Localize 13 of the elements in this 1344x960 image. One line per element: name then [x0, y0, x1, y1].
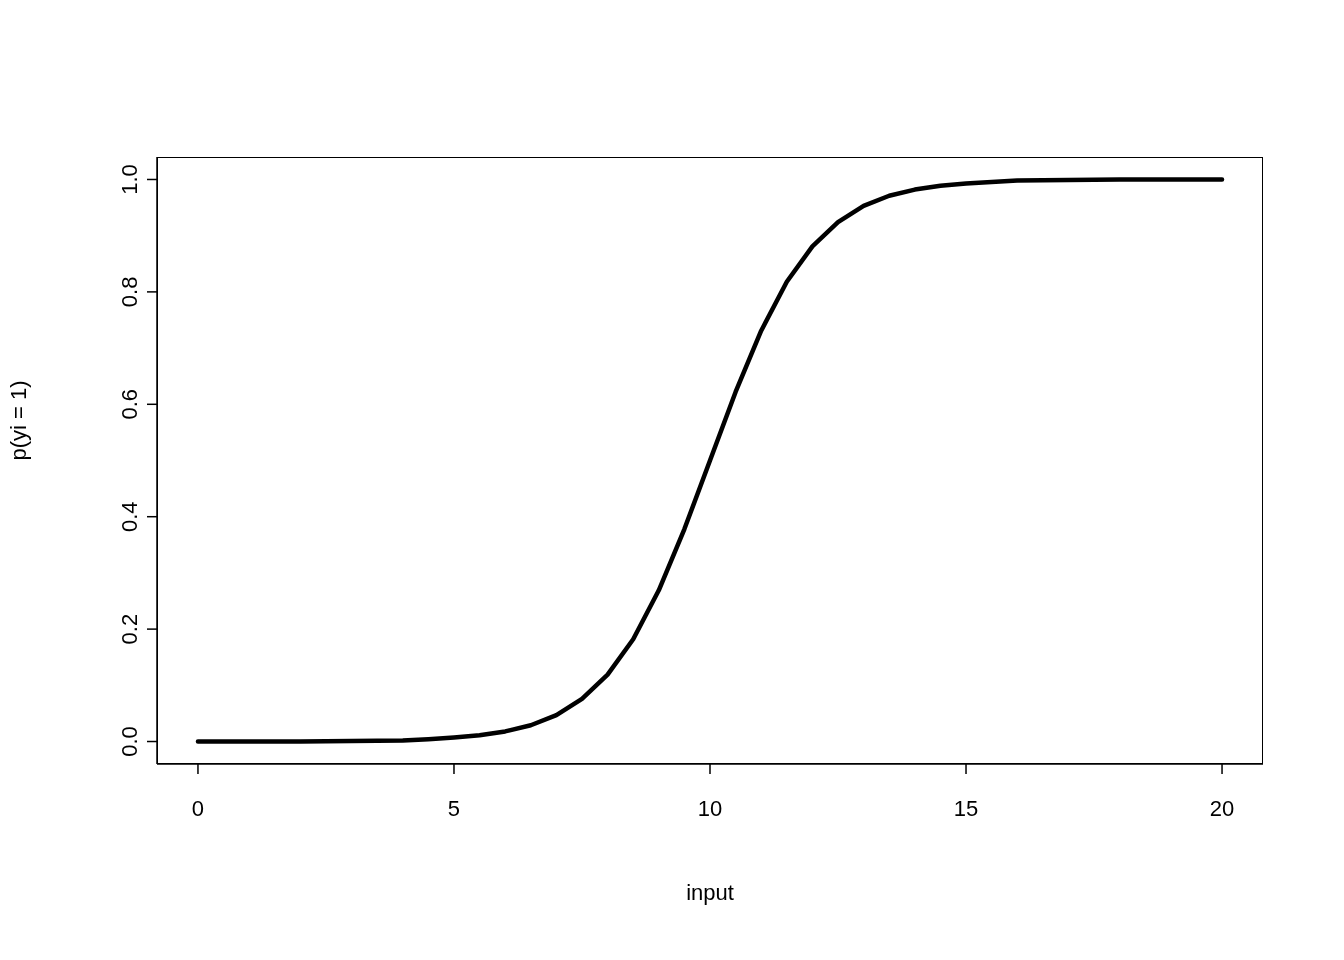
y-tick-label: 1.0	[117, 164, 142, 195]
x-tick-label: 5	[447, 796, 461, 821]
y-axis-title: p(yi = 1)	[5, 380, 31, 461]
y-tick-label: 0.8	[117, 276, 142, 308]
x-tick-label: 10	[697, 796, 723, 821]
y-tick-label: 0.6	[117, 389, 142, 420]
y-tick-label: 0.0	[117, 726, 142, 757]
x-tick-label: 20	[1209, 796, 1235, 821]
x-axis-title: input	[686, 879, 734, 905]
x-tick-label: 0	[191, 796, 205, 821]
x-tick-label: 15	[953, 796, 979, 821]
y-tick-label: 0.4	[117, 501, 142, 532]
y-tick-label: 0.2	[117, 613, 142, 645]
